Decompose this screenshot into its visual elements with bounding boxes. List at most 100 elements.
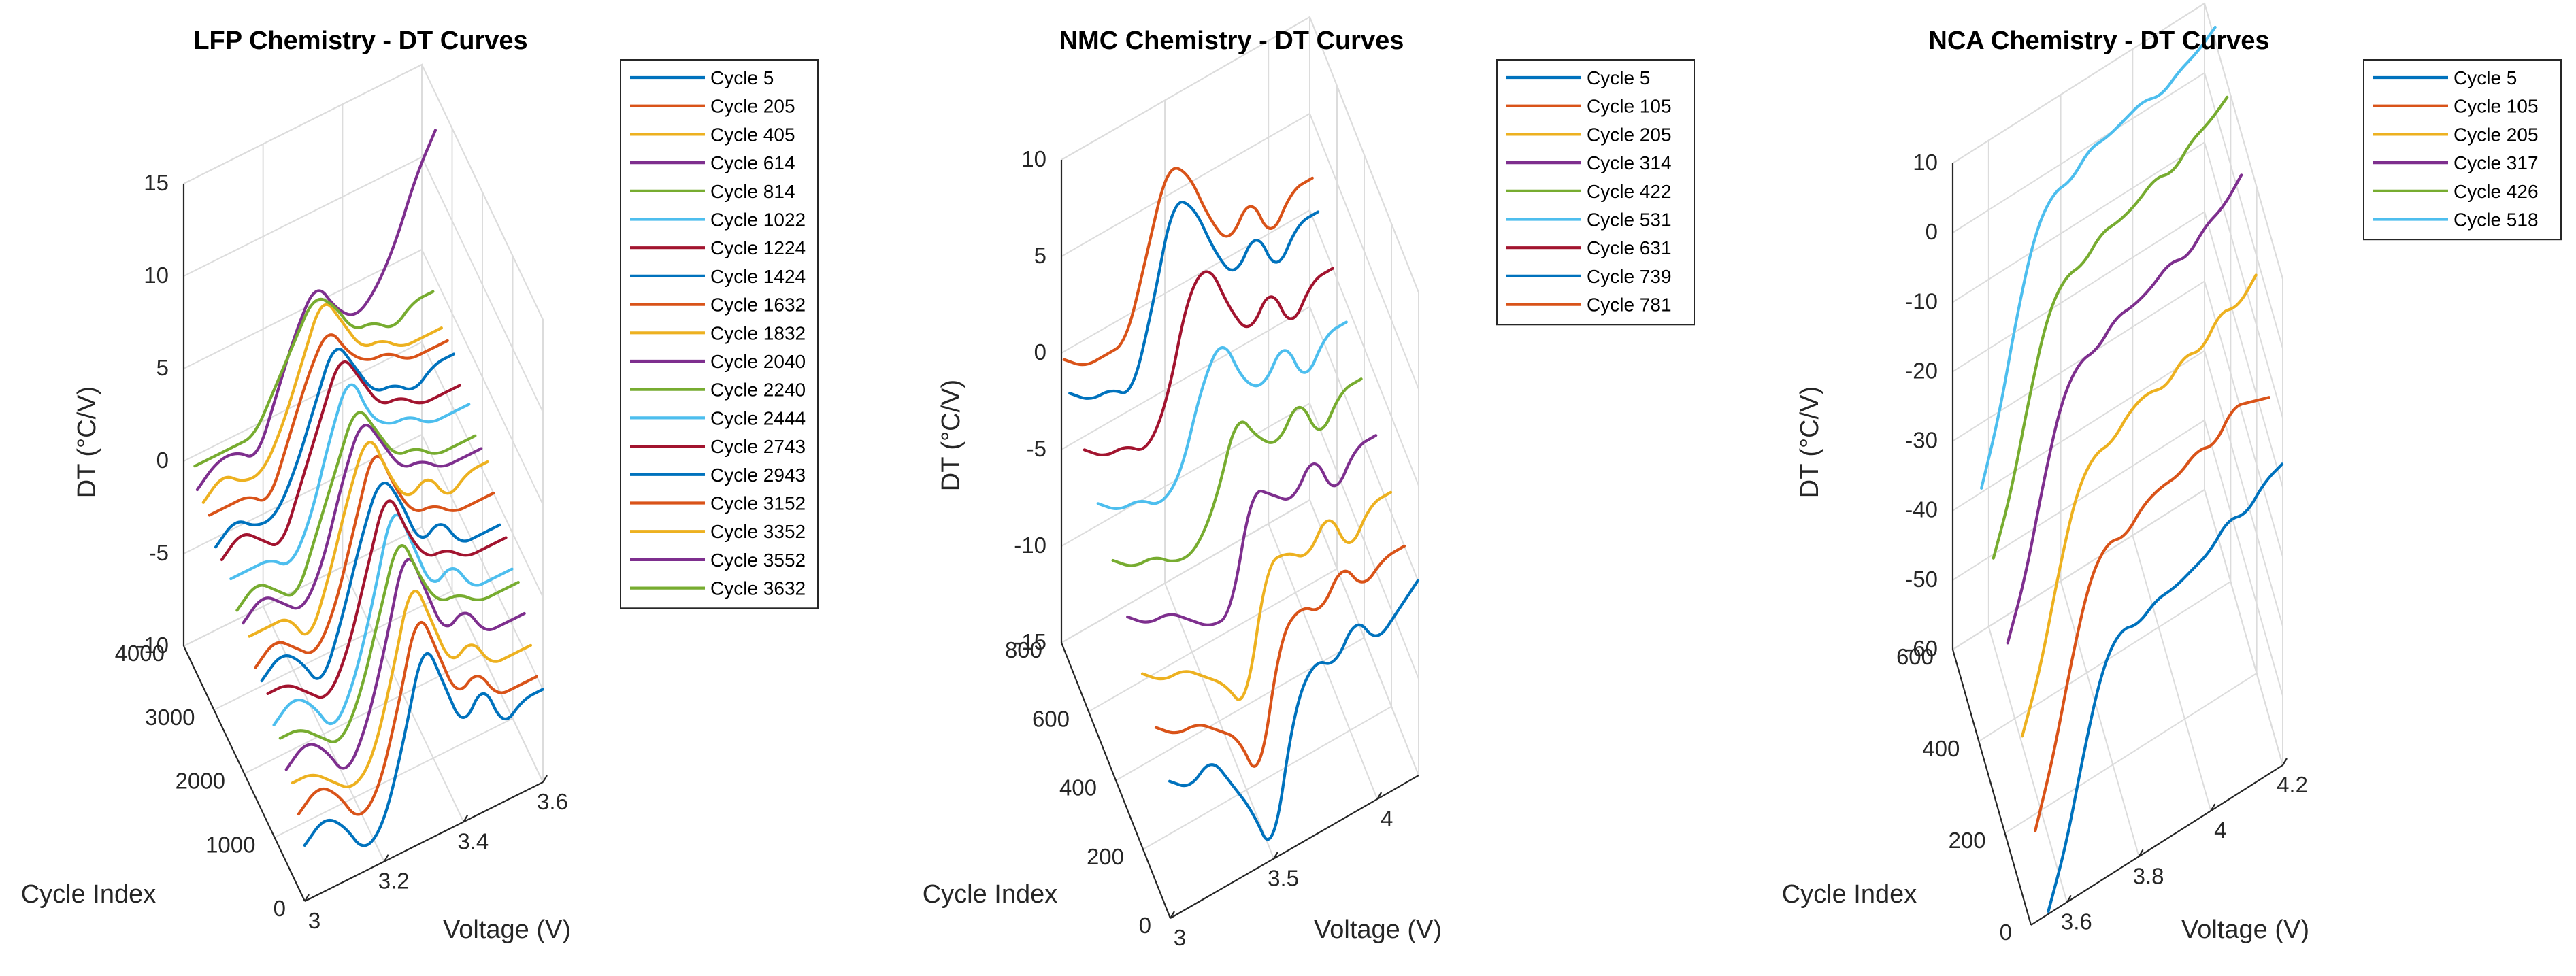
panel3-legend: Cycle 5 Cycle 105 Cycle 205 Cycle 317 Cycle … (2363, 59, 2562, 241)
panel1-z-gridline (183, 63, 544, 320)
panel3-y-tick-label: 0 (2000, 920, 2012, 945)
panel3-z-gridline (1952, 141, 2283, 418)
panel1-legend-label: Cycle 814 (710, 181, 795, 202)
panel2-chart-title: NMC Chemistry - DT Curves (1059, 27, 1404, 55)
panel1-z-tick-label: -10 (136, 633, 169, 658)
panel3-legend-label: Cycle 426 (2454, 181, 2539, 202)
panel2-x-axis-line (1170, 775, 1419, 919)
panel3-z-tick-label: -10 (1905, 288, 1938, 314)
panel3-legend-label: Cycle 205 (2454, 124, 2539, 145)
panel2-series-line-1 (1168, 579, 1420, 841)
panel3-y-tick-label: 400 (1922, 736, 1960, 761)
panel1-series-line-18 (195, 129, 437, 492)
panel3-z-gridline (1952, 280, 2283, 557)
panel3-x-tick-label: 4 (2214, 818, 2226, 843)
panel3-y-tick-label: 600 (1896, 644, 1934, 669)
panel1-x-tick-mark (542, 775, 548, 783)
panel2-series-line-5 (1111, 377, 1363, 567)
panel2-z-tick-label: 5 (1034, 243, 1046, 268)
panel1-y-tick-label: 1000 (205, 832, 255, 857)
panel1-series-line-8 (260, 482, 501, 683)
panel3-y-axis-label: Cycle Index (1782, 880, 1917, 909)
panel1-legend-label: Cycle 205 (710, 96, 795, 117)
panel1-z-tick-label: 5 (156, 355, 169, 380)
panel1-legend-label: Cycle 5 (710, 67, 774, 88)
panel1-legend-label: Cycle 1632 (710, 295, 806, 316)
panel3-side-wall (2204, 3, 2283, 766)
panel1-legend-label: Cycle 614 (710, 152, 795, 173)
panel2-y-gridline (1115, 154, 1365, 781)
panel3-x-axis-label: Voltage (V) (2181, 915, 2309, 944)
panel3-y-gridline (1952, 3, 2205, 650)
panel2-y-tick-label: 200 (1087, 844, 1124, 869)
panel3-z-tick-label: -20 (1905, 358, 1938, 383)
panel1-x-axis-label: Voltage (V) (443, 915, 571, 944)
panel3-chart-title: NCA Chemistry - DT Curves (1928, 27, 2269, 55)
panel2-back-wall (1061, 16, 1310, 644)
panel2-series-line-4 (1126, 434, 1378, 626)
panel1-y-gridline (274, 256, 514, 839)
panel3-series-line-3 (2021, 273, 2258, 738)
panel3-z-axis-label: DT (°C/V) (1796, 386, 1824, 498)
panel1-legend-label: Cycle 3352 (710, 521, 806, 542)
panel1-x-tick-label: 3.4 (457, 828, 489, 854)
panel2-series-line-8 (1068, 201, 1320, 400)
panel3-back-wall (1952, 2, 2205, 651)
panel3-x-gridline (2204, 3, 2283, 766)
panel1-series-line-2 (297, 620, 538, 816)
panel1-z-tick-label: 10 (144, 263, 169, 288)
panel3-legend-box (2363, 59, 2562, 241)
panel1-series-line-16 (208, 333, 449, 517)
panel3-x-tick-mark (2138, 849, 2144, 857)
panel1-y-tick-label: 4000 (115, 641, 165, 666)
panel1-series-line-3 (291, 590, 533, 788)
panel2-curves (1062, 167, 1420, 841)
panel2-y-axis-line (1060, 642, 1172, 919)
panel1-series-line-15 (214, 348, 456, 549)
panel2-y-tick-label: 400 (1059, 775, 1097, 801)
panel3-z-gridline (1952, 488, 2283, 766)
panel1-series-line-6 (272, 513, 514, 727)
panel1-series-line-7 (266, 499, 508, 699)
panel3-curves (1980, 25, 2284, 913)
panel3-grid-group (1952, 2, 2283, 926)
panel2-z-axis-label: DT (°C/V) (937, 380, 965, 491)
panel2-legend-label: Cycle 781 (1587, 295, 1672, 316)
panel2-y-tick-label: 800 (1005, 637, 1042, 662)
panel2-series-line-9 (1062, 167, 1314, 367)
panel1-y-tick-label: 0 (274, 896, 286, 921)
panel1-x-gridline (342, 104, 465, 822)
panel2-z-tick-label: -10 (1014, 533, 1046, 558)
panel1-x-tick-label: 3.2 (378, 869, 410, 894)
panel2-x-gridline (1268, 41, 1378, 800)
panel2-legend-label: Cycle 422 (1587, 181, 1672, 202)
panel2-y-gridline (1088, 86, 1338, 713)
panel3-x-axis-line (2030, 764, 2283, 926)
panel1-x-tick-mark (383, 854, 389, 862)
panel1-series-line-19 (193, 290, 435, 468)
panel2-z-gridline (1061, 402, 1419, 679)
panel1-z-gridline (183, 156, 544, 413)
panel2-x-tick-label: 3.5 (1268, 866, 1299, 891)
panel1-y-axis-line (183, 645, 306, 902)
panel1-legend-label: Cycle 1832 (710, 322, 806, 343)
panel2-z-gridline (1061, 16, 1419, 293)
panel2-y-tick-label: 600 (1032, 706, 1070, 731)
panel2-z-gridline (1061, 112, 1419, 390)
panel1-x-gridline (183, 184, 306, 902)
panel2-legend-label: Cycle 205 (1587, 124, 1672, 145)
panel1-series-line-11 (242, 424, 483, 625)
panel2-legend-label: Cycle 105 (1587, 96, 1672, 117)
panel3-y-gridline (1978, 95, 2232, 742)
panel2-legend: Cycle 5 Cycle 105 Cycle 205 Cycle 314 Cycle … (1496, 59, 1695, 326)
panel3-x-tick-mark (2210, 803, 2216, 811)
panel3-z-tick-label: 10 (1913, 150, 1938, 175)
panel3-series-line-1 (2047, 462, 2284, 913)
panel1-series-line-9 (254, 454, 495, 669)
panel1-legend-label: Cycle 3632 (710, 578, 806, 599)
panel3-legend-label: Cycle 317 (2454, 152, 2539, 173)
panel1-z-gridline (183, 433, 544, 690)
panel3-series-line-2 (2034, 396, 2270, 832)
panel2-series-line-6 (1096, 320, 1348, 511)
